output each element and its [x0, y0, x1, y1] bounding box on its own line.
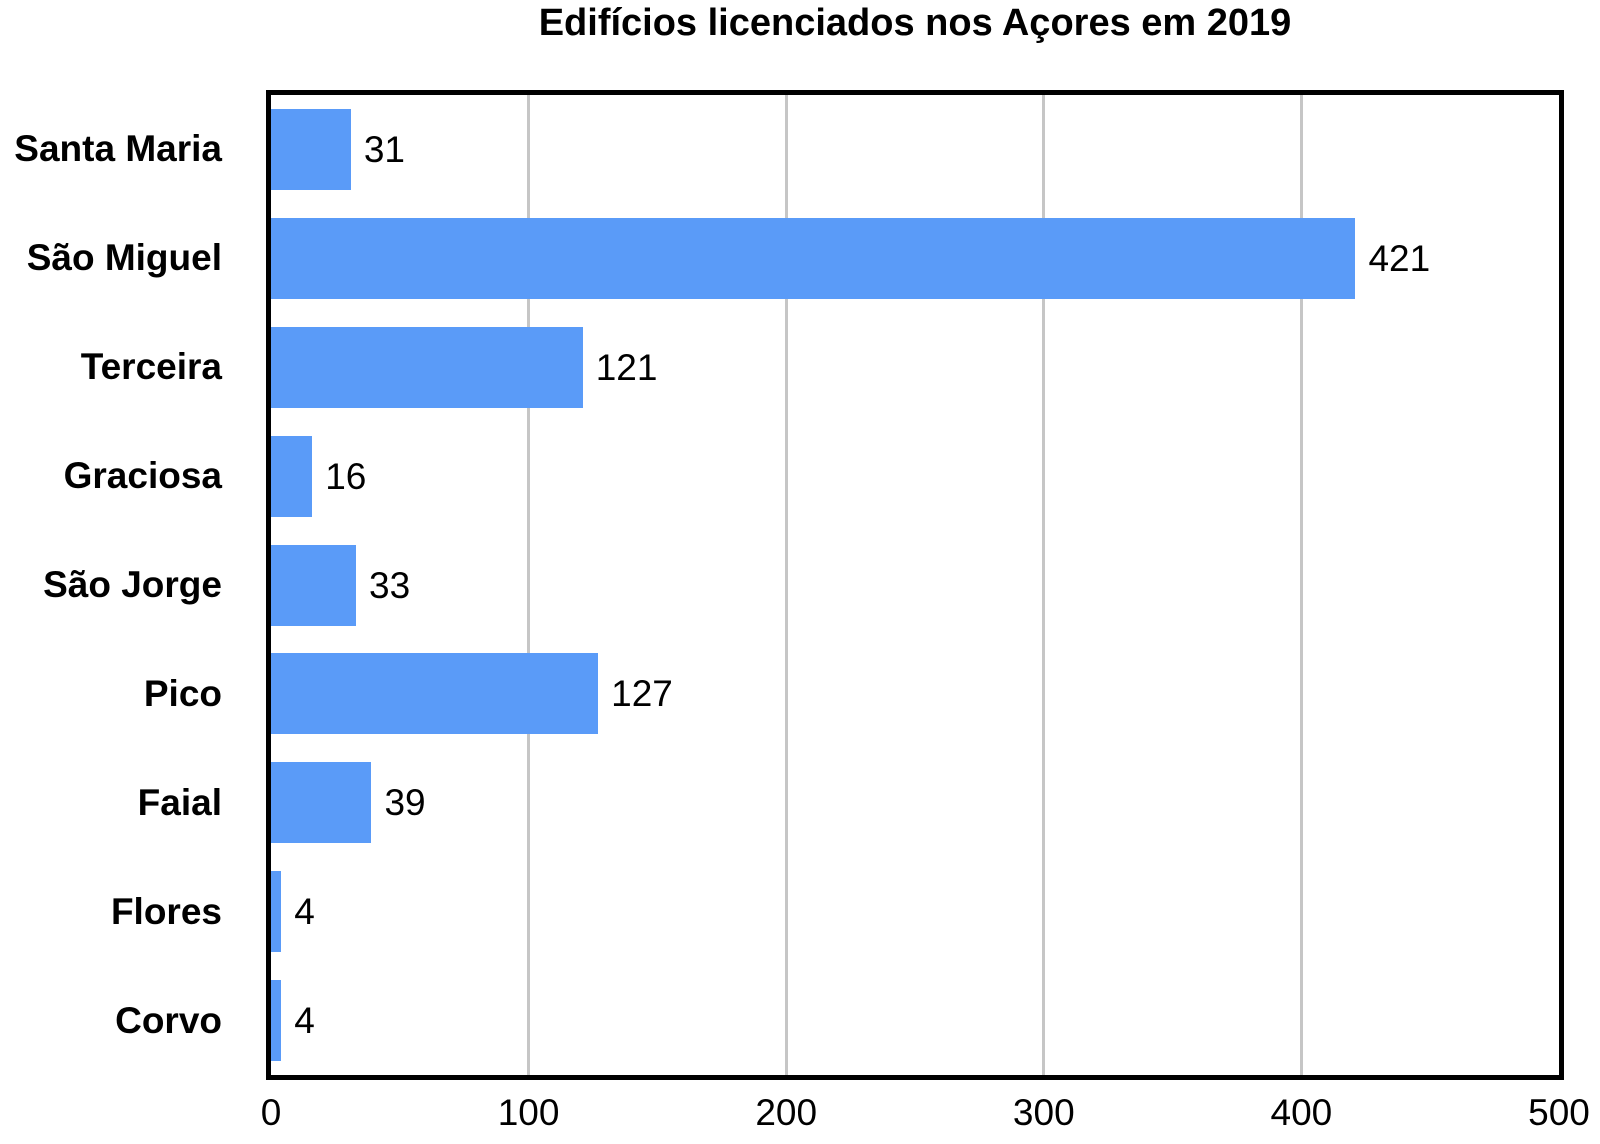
bar-Faial: [271, 762, 372, 844]
bar-value-label: 16: [325, 455, 367, 497]
category-label: São Miguel: [26, 237, 222, 279]
bar-value-label: 4: [294, 891, 315, 933]
category-label: São Jorge: [43, 563, 222, 605]
bar-São Miguel: [271, 217, 1356, 299]
bar-Terceira: [271, 326, 583, 408]
category-label: Santa Maria: [14, 128, 222, 170]
bar-value-label: 33: [369, 564, 411, 606]
bar-Corvo: [271, 980, 282, 1062]
bar-Pico: [271, 653, 599, 735]
plot-area: 31 421 121 16 33 127 39 4 4: [266, 90, 1564, 1080]
x-tick-label: 500: [1528, 1092, 1590, 1133]
category-label: Terceira: [80, 346, 222, 388]
category-label: Graciosa: [63, 455, 222, 497]
gridline-100: [527, 95, 531, 1075]
x-tick-label: 0: [260, 1092, 282, 1133]
bar-value-label: 31: [363, 128, 405, 170]
x-tick-label: 200: [755, 1092, 818, 1133]
bar-Flores: [271, 871, 282, 953]
category-label: Faial: [137, 781, 222, 823]
bar-value-label: 127: [611, 673, 673, 715]
x-tick-label: 300: [1012, 1092, 1075, 1133]
chart-title: Edifícios licenciados nos Açores em 2019: [538, 2, 1292, 44]
bar-value-label: 121: [595, 346, 658, 388]
category-label: Flores: [110, 890, 222, 932]
bar-Santa Maria: [271, 108, 351, 190]
x-tick-label: 400: [1270, 1092, 1333, 1133]
category-label: Corvo: [115, 999, 222, 1041]
bar-Graciosa: [271, 435, 313, 517]
gridline-400: [1299, 95, 1303, 1075]
bar-São Jorge: [271, 544, 356, 626]
gridline-300: [1042, 95, 1046, 1075]
x-tick-label: 100: [497, 1092, 560, 1133]
category-label: Pico: [143, 672, 222, 714]
bar-value-label: 4: [294, 1000, 315, 1042]
gridline-200: [784, 95, 788, 1075]
bar-value-label: 39: [384, 782, 426, 824]
bar-value-label: 421: [1368, 237, 1431, 279]
